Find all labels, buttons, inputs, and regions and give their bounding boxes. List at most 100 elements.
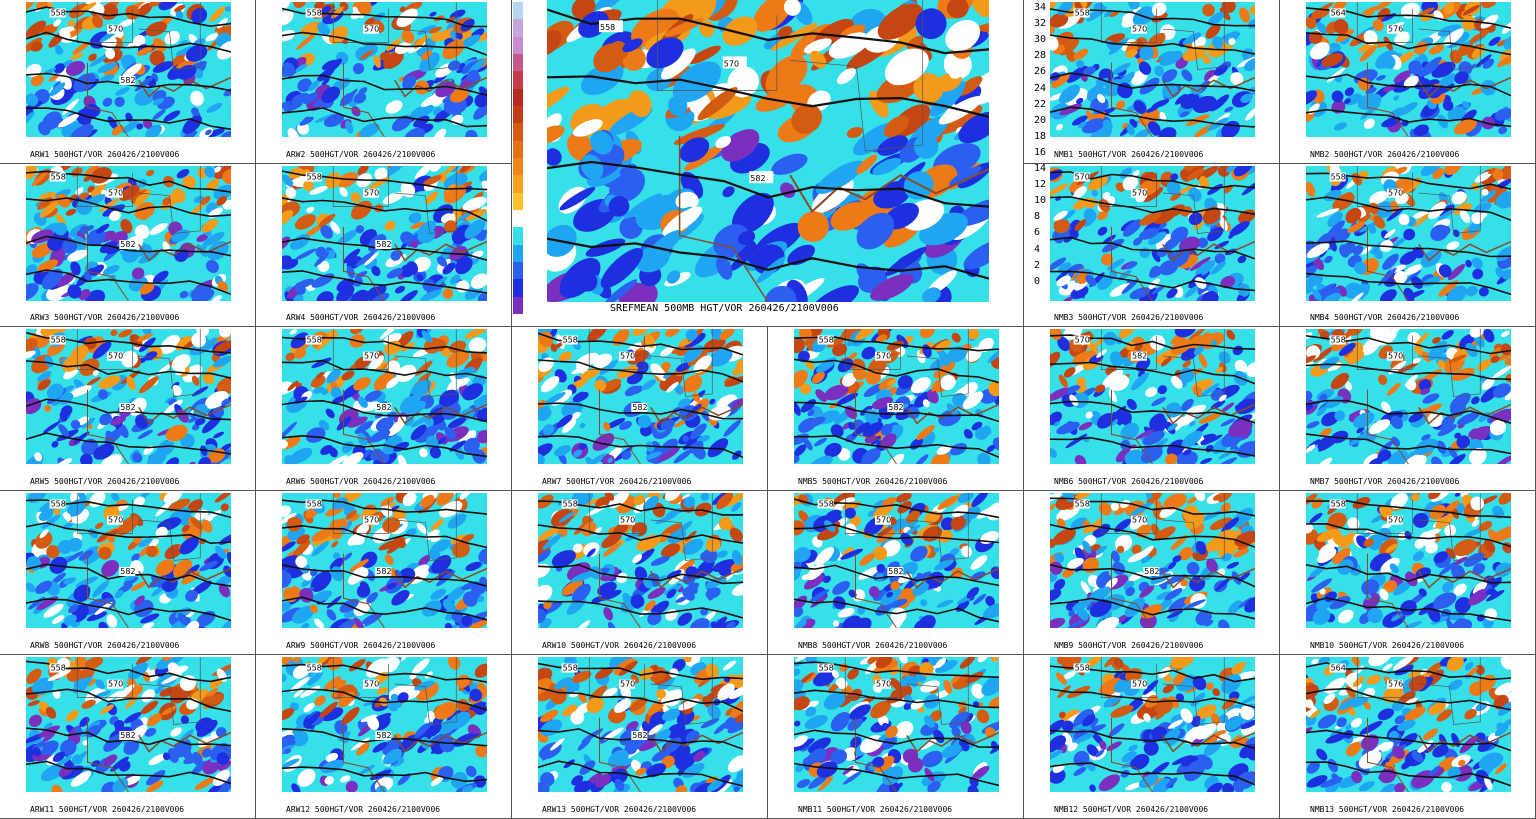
colorbar-tick: 0 — [1034, 275, 1041, 287]
member-caption: NMB4 500HGT/VOR 260426/2100V006 — [1310, 313, 1460, 322]
contour-label: 582 — [632, 731, 647, 740]
colorbar-tick: 30 — [1034, 34, 1047, 46]
contour-label: 558 — [600, 23, 615, 32]
member-caption: ARW7 500HGT/VOR 260426/2100V006 — [542, 477, 692, 486]
contour-label: 570 — [364, 680, 379, 689]
contour-label: 558 — [563, 664, 578, 673]
contour-label: 570 — [108, 516, 123, 525]
member-map: 570 570 — [1050, 166, 1255, 301]
colorbar-tick: 20 — [1034, 114, 1047, 126]
colorbar — [513, 2, 523, 314]
member-panel: 558 570 ARW10 500HGT/VOR 260426/2100V006 — [512, 491, 768, 655]
contour-label: 558 — [51, 9, 66, 18]
contour-label: 558 — [819, 336, 834, 345]
member-caption: NMB9 500HGT/VOR 260426/2100V006 — [1054, 641, 1204, 650]
contour-label: 570 — [620, 352, 635, 361]
member-map: 558 570 582 — [282, 657, 487, 792]
member-map: 558 570 582 — [26, 329, 231, 464]
colorbar-tick: 2 — [1034, 259, 1041, 271]
colorbar-swatch — [513, 157, 523, 176]
member-panel: 564 576 NMB2 500HGT/VOR 260426/2100V006 — [1280, 0, 1536, 164]
member-caption: ARW8 500HGT/VOR 260426/2100V006 — [30, 641, 180, 650]
member-map: 558 570 582 — [282, 493, 487, 628]
member-caption: NMB10 500HGT/VOR 260426/2100V006 — [1310, 641, 1465, 650]
contour-label: 570 — [108, 352, 123, 361]
member-caption: NMB12 500HGT/VOR 260426/2100V006 — [1054, 805, 1209, 814]
member-map: 558 570 582 — [26, 657, 231, 792]
contour-label: 582 — [120, 403, 135, 412]
contour-label: 558 — [1075, 9, 1090, 18]
member-caption: ARW3 500HGT/VOR 260426/2100V006 — [30, 313, 180, 322]
contour-label: 570 — [620, 516, 635, 525]
colorbar-tick: 22 — [1034, 98, 1047, 110]
contour-label: 570 — [1132, 25, 1147, 34]
colorbar-swatch — [513, 105, 523, 124]
colorbar-tick: 10 — [1034, 195, 1047, 207]
member-panel: 558 570 582 ARW4 500HGT/VOR 260426/2100V006 — [256, 164, 512, 327]
contour-label: 582 — [632, 403, 647, 412]
colorbar-tick: 32 — [1034, 18, 1047, 30]
member-panel: 564 576 NMB13 500HGT/VOR 260426/2100V006 — [1280, 655, 1536, 819]
member-panel: 558 570 582 ARW9 500HGT/VOR 260426/2100V006 — [256, 491, 512, 655]
contour-label: 558 — [307, 173, 322, 182]
contour-label: 570 — [1132, 516, 1147, 525]
member-panel: 558 570 ARW2 500HGT/VOR 260426/2100V006 — [256, 0, 512, 164]
member-caption: NMB13 500HGT/VOR 260426/2100V006 — [1310, 805, 1465, 814]
member-panel: 558 570 582 ARW3 500HGT/VOR 260426/2100V006 — [0, 164, 256, 327]
member-panel: 558 570 582 ARW13 500HGT/VOR 260426/2100V00… — [512, 655, 768, 819]
member-panel: 558 570 NMB12 500HGT/VOR 260426/2100V006 — [1024, 655, 1280, 819]
member-caption: ARW13 500HGT/VOR 260426/2100V006 — [542, 805, 697, 814]
member-caption: NMB6 500HGT/VOR 260426/2100V006 — [1054, 477, 1204, 486]
member-panel: 558 570 582 NMB5 500HGT/VOR 260426/2100V006 — [768, 327, 1024, 491]
member-map: 558 570 582 — [282, 166, 487, 301]
contour-label: 558 — [51, 173, 66, 182]
member-map: 558 570 582 — [794, 329, 999, 464]
srefmean-panel: 34 32 30 28 26 24 22 20 18 16 14 12 10 8 6 4 2 0 558 570 58… — [512, 0, 1046, 327]
srefmean-map: 558 570 582 — [547, 0, 989, 302]
member-map: 570 582 — [1050, 329, 1255, 464]
colorbar-swatch — [513, 175, 523, 193]
member-caption: ARW5 500HGT/VOR 260426/2100V006 — [30, 477, 180, 486]
member-map: 558 570 — [1306, 493, 1511, 628]
contour-label: 558 — [1075, 500, 1090, 509]
contour-label: 570 — [876, 352, 891, 361]
contour-label: 558 — [1075, 664, 1090, 673]
contour-label: 570 — [108, 189, 123, 198]
member-map: 558 570 — [1306, 329, 1511, 464]
contour-label: 570 — [364, 25, 379, 34]
member-caption: ARW10 500HGT/VOR 260426/2100V006 — [542, 641, 697, 650]
contour-label: 570 — [620, 680, 635, 689]
contour-label: 582 — [120, 567, 135, 576]
colorbar-tick: 6 — [1034, 227, 1041, 239]
contour-label: 558 — [563, 336, 578, 345]
contour-label: 558 — [819, 664, 834, 673]
contour-label: 570 — [1075, 173, 1090, 182]
member-panel: 558 570 582 ARW7 500HGT/VOR 260426/2100V006 — [512, 327, 768, 491]
contour-label: 582 — [1132, 352, 1147, 361]
member-panel: 558 570 NMB11 500HGT/VOR 260426/2100V006 — [768, 655, 1024, 819]
colorbar-tick: 14 — [1034, 163, 1047, 174]
contour-label: 570 — [724, 59, 739, 68]
member-caption: ARW4 500HGT/VOR 260426/2100V006 — [286, 313, 436, 322]
contour-label: 582 — [120, 731, 135, 740]
member-panel: 558 570 582 ARW6 500HGT/VOR 260426/2100V006 — [256, 327, 512, 491]
contour-label: 570 — [364, 352, 379, 361]
colorbar-swatch — [513, 140, 523, 158]
colorbar-swatch — [513, 227, 523, 245]
contour-label: 558 — [563, 500, 578, 509]
contour-label: 564 — [1331, 664, 1346, 673]
contour-label: 582 — [376, 240, 391, 249]
contour-label: 576 — [1388, 680, 1403, 689]
colorbar-swatch — [513, 71, 523, 89]
member-caption: NMB11 500HGT/VOR 260426/2100V006 — [798, 805, 953, 814]
member-map: 558 570 582 — [26, 166, 231, 301]
contour-label: 570 — [108, 680, 123, 689]
contour-label: 564 — [1331, 9, 1346, 18]
member-map: 558 570 582 — [282, 329, 487, 464]
member-caption: NMB5 500HGT/VOR 260426/2100V006 — [798, 477, 948, 486]
contour-label: 570 — [1388, 516, 1403, 525]
colorbar-swatch — [513, 244, 523, 262]
colorbar-swatch — [513, 261, 523, 280]
srefmean-caption: SREFMEAN 500MB HGT/VOR 260426/2100V006 — [610, 303, 839, 314]
